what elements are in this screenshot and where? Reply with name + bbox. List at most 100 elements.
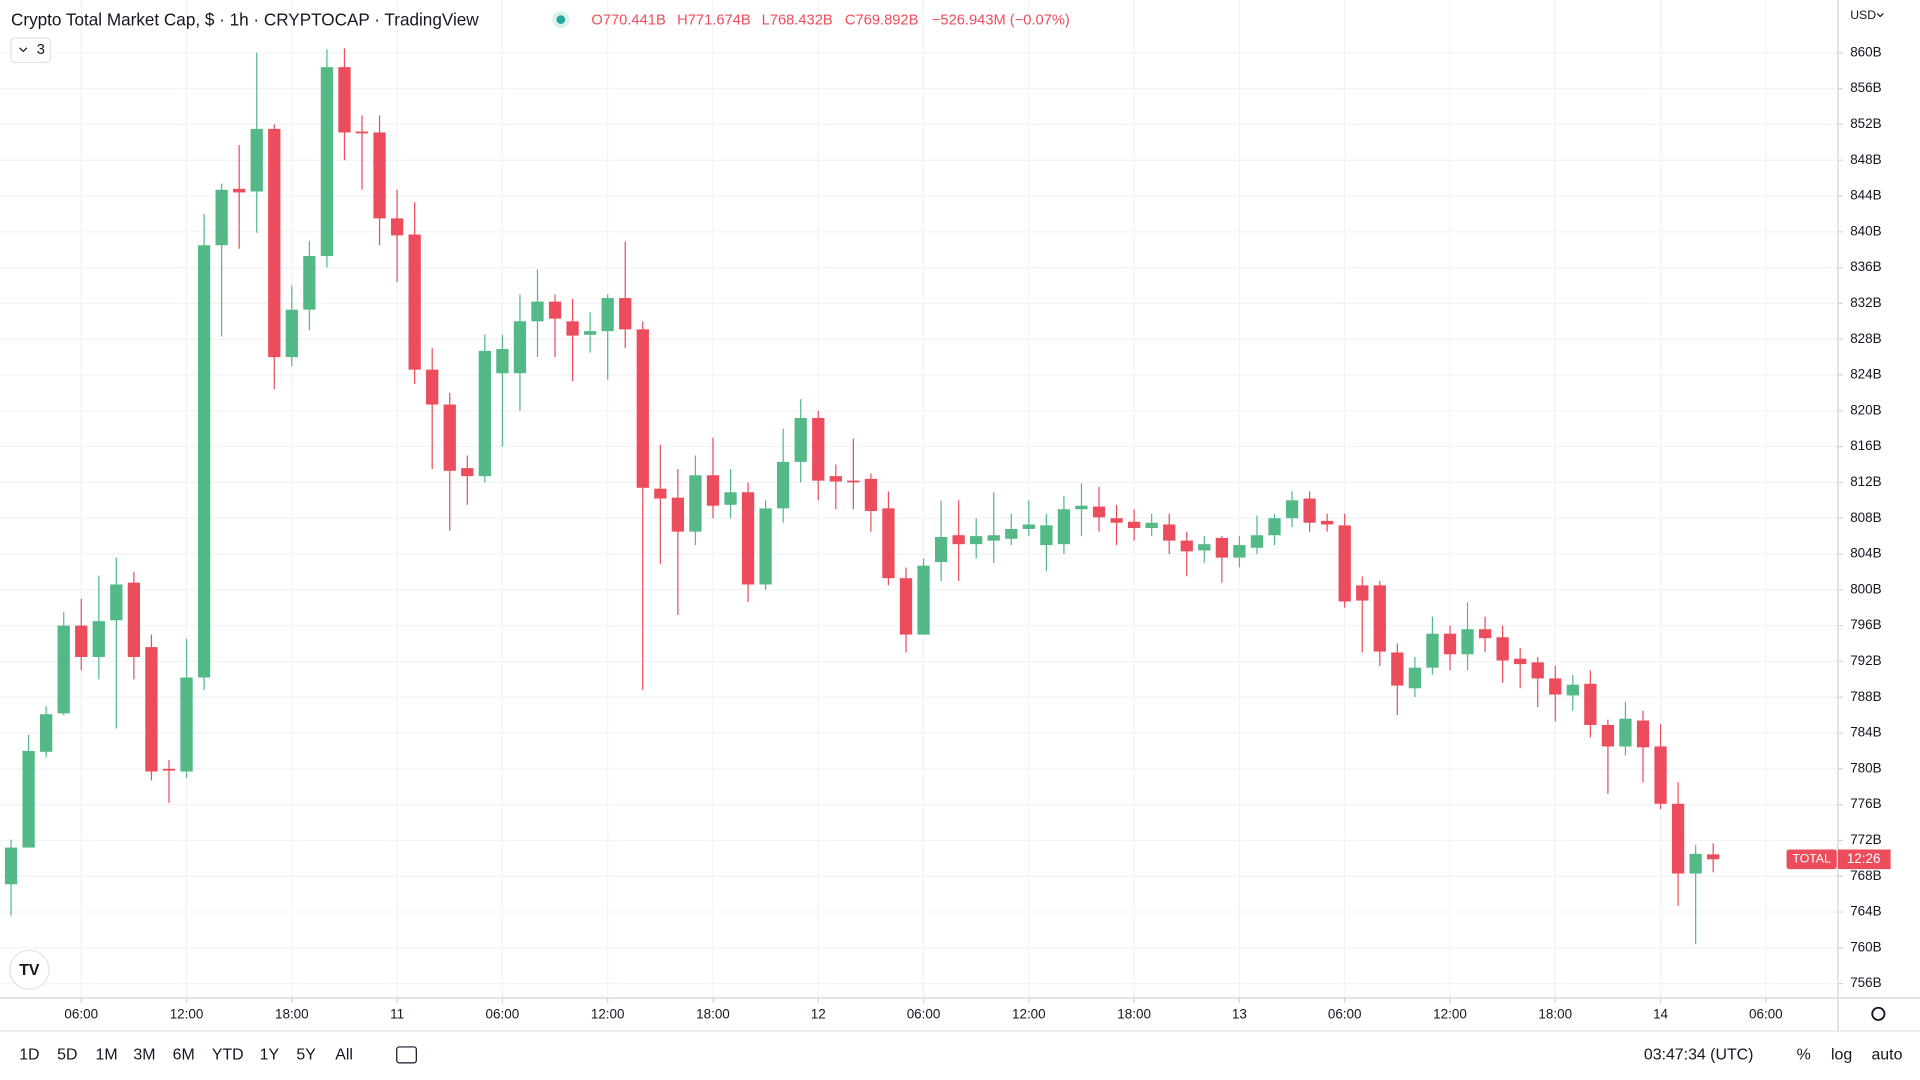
candle-body	[1110, 518, 1123, 523]
candle-body	[1636, 720, 1650, 748]
candle-body	[1584, 683, 1597, 725]
y-tick-label: 772B	[1850, 832, 1881, 847]
y-tick-label: 804B	[1850, 546, 1881, 561]
chart-title: Crypto Total Market Cap, $ · 1h · CRYPTO…	[11, 9, 479, 29]
axes: 756B 760B 764B 768B 772B 776B 780B 784B 788B 792B…	[64, 44, 1891, 1022]
settings-icon[interactable]	[1871, 1006, 1886, 1021]
candle-body	[180, 677, 193, 772]
range-button[interactable]: YTD	[212, 1047, 244, 1064]
candle-body	[741, 492, 755, 585]
price-tag	[1837, 849, 1891, 870]
percent-toggle[interactable]: %	[1797, 1047, 1811, 1064]
y-tick-label: 800B	[1850, 581, 1881, 596]
x-tick-label: 06:00	[64, 1007, 98, 1022]
range-button[interactable]: All	[335, 1047, 353, 1064]
candle-body	[1321, 520, 1334, 525]
candle-body	[1180, 540, 1193, 552]
candle-body	[1268, 518, 1281, 536]
range-button[interactable]: 3M	[133, 1047, 155, 1064]
symbol-label: TOTAL	[1792, 852, 1830, 866]
x-tick-label: 18:00	[1538, 1007, 1572, 1022]
ohlc-value: −526.943M (−0.07%)	[932, 13, 1070, 29]
candle-body	[899, 578, 913, 635]
y-tick-label: 768B	[1850, 868, 1881, 883]
logo-badge[interactable]	[9, 949, 50, 990]
candle-body	[110, 584, 123, 621]
candle-body	[40, 714, 53, 752]
log-toggle[interactable]: log	[1831, 1047, 1852, 1064]
candle-body	[268, 128, 281, 358]
y-tick-label: 764B	[1850, 904, 1881, 919]
ohlc-value: C769.892B	[845, 13, 919, 29]
candle-body	[513, 321, 527, 374]
candle-body	[1356, 585, 1369, 601]
y-tick-label: 828B	[1850, 331, 1881, 346]
y-tick-label: 808B	[1850, 510, 1881, 525]
candle-body	[1198, 544, 1211, 551]
candle-body	[478, 350, 491, 477]
candle-body	[426, 369, 439, 405]
candle-body	[1601, 724, 1615, 747]
candle-body	[320, 67, 334, 256]
candle-body	[812, 417, 825, 481]
x-tick-label: 12:00	[1012, 1007, 1046, 1022]
y-tick-label: 788B	[1850, 689, 1881, 704]
candle-body	[390, 218, 404, 236]
auto-toggle[interactable]: auto	[1871, 1047, 1902, 1064]
x-tick-label: 12:00	[591, 1007, 625, 1022]
candle-body	[1057, 509, 1071, 545]
candle-body	[548, 301, 562, 319]
candle-body	[4, 847, 18, 885]
candle-body	[1443, 633, 1457, 655]
candle-body	[864, 478, 878, 512]
candle-body	[777, 461, 790, 509]
indicator-toggle[interactable]	[10, 37, 51, 64]
countdown-label: 12:26	[1847, 851, 1881, 866]
range-button[interactable]: 1Y	[260, 1047, 280, 1064]
range-button[interactable]: 5Y	[296, 1047, 316, 1064]
y-tick-label: 836B	[1850, 259, 1881, 274]
candle-body	[127, 582, 141, 657]
candle-body	[1163, 524, 1176, 541]
y-tick-label: 844B	[1850, 188, 1881, 203]
x-tick-label: 14	[1653, 1007, 1668, 1022]
candle-body	[1478, 629, 1492, 639]
y-tick-label: 848B	[1850, 152, 1881, 167]
range-button[interactable]: 1M	[95, 1047, 117, 1064]
candle-body	[1619, 718, 1632, 747]
logo-mark: TV	[19, 962, 40, 979]
y-tick-label: 756B	[1850, 975, 1881, 990]
candle-body	[583, 331, 597, 335]
y-tick-label: 816B	[1850, 438, 1881, 453]
clock[interactable]: 03:47:34 (UTC)	[1644, 1047, 1754, 1064]
range-button[interactable]: 1D	[19, 1047, 39, 1064]
y-tick-label: 824B	[1850, 367, 1881, 382]
range-button[interactable]: 6M	[173, 1047, 195, 1064]
candle-body	[970, 536, 983, 545]
x-tick-label: 18:00	[275, 1007, 309, 1022]
x-tick-label: 06:00	[1749, 1007, 1783, 1022]
candle-body	[1514, 658, 1527, 665]
calendar-icon[interactable]	[396, 1046, 417, 1064]
candle-body	[1075, 505, 1088, 510]
ohlc-legend: O770.441B H771.674B L768.432B C769.892B −526…	[591, 13, 1069, 29]
status-dot	[556, 15, 566, 24]
candle-body	[1707, 854, 1720, 860]
candle-body	[1391, 652, 1404, 686]
range-button[interactable]: 5D	[57, 1047, 77, 1064]
candle-body	[1005, 528, 1018, 539]
candle-body	[250, 128, 263, 192]
y-tick-label: 840B	[1850, 223, 1881, 238]
indicator-count: 3	[37, 42, 45, 58]
y-tick-label: 860B	[1850, 44, 1881, 59]
ohlc-value: L768.432B	[762, 13, 833, 29]
candle-body	[671, 497, 685, 532]
candles	[4, 48, 1720, 945]
candle-body	[829, 476, 842, 482]
candle-body	[373, 132, 386, 219]
candle-body	[303, 255, 316, 310]
x-tick-label: 06:00	[907, 1007, 941, 1022]
currency-label[interactable]: USD	[1850, 8, 1876, 22]
y-tick-label: 784B	[1850, 725, 1881, 740]
